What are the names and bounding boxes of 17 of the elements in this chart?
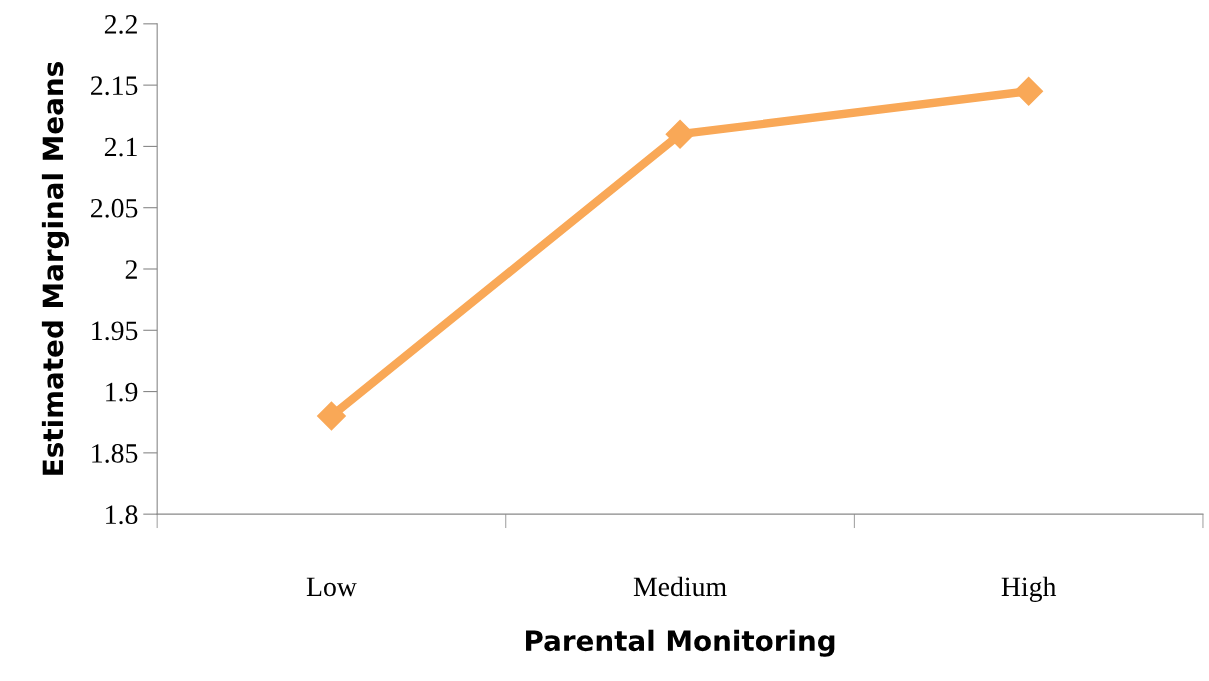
y-tick-label: 1.8 xyxy=(106,505,138,525)
x-axis-title: Parental Monitoring xyxy=(526,629,835,657)
point xyxy=(665,119,695,149)
y-tick-label: 2.1 xyxy=(104,137,137,157)
y-tick-label: 2.05 xyxy=(91,198,138,218)
point xyxy=(317,401,346,431)
y-tick-label: 1.85 xyxy=(92,444,138,463)
x-tick-label: High xyxy=(1001,576,1057,602)
y-tick-label: 1.95 xyxy=(92,321,138,341)
x-tick-label: Medium xyxy=(633,576,727,597)
x-tick-label: Low xyxy=(306,577,357,597)
y-tick-label: 2.2 xyxy=(104,15,137,34)
y-tick-label: 2 xyxy=(125,260,137,279)
point xyxy=(1014,76,1044,106)
y-tick-label: 2.15 xyxy=(91,76,138,96)
y-tick-label: 1.9 xyxy=(106,382,138,402)
y-axis-title: Estimated Marginal Means xyxy=(41,62,69,475)
